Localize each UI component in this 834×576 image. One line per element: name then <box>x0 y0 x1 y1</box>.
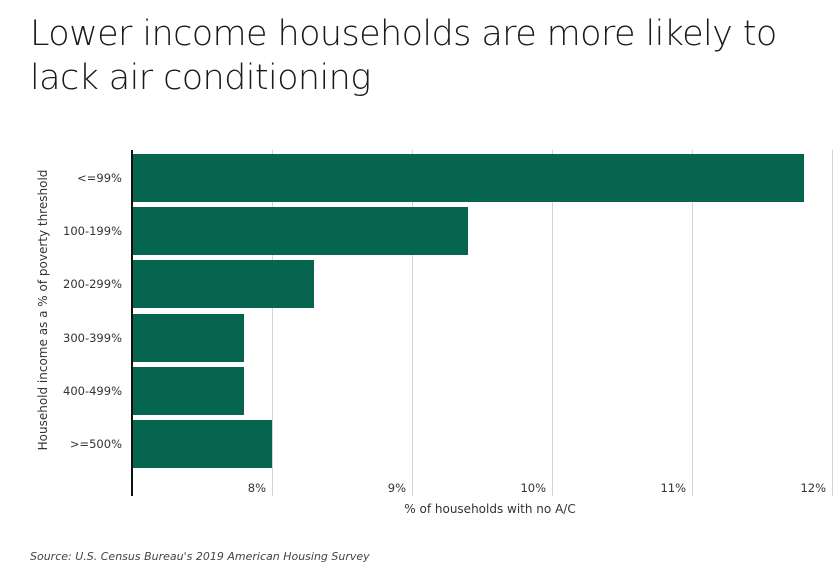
bar <box>133 367 244 415</box>
bar <box>133 260 314 308</box>
y-category-label: 100-199% <box>63 224 122 238</box>
y-category-label: 200-299% <box>63 277 122 291</box>
y-axis-label: Household income as a % of poverty thres… <box>36 169 50 451</box>
x-tick-label: 8% <box>247 481 266 495</box>
y-category-label: 300-399% <box>63 331 122 345</box>
gridline <box>832 150 833 496</box>
y-category-label: >=500% <box>69 437 122 451</box>
y-category-label: 400-499% <box>63 384 122 398</box>
gridline <box>412 150 413 496</box>
bar <box>133 420 272 468</box>
x-axis-label: % of households with no A/C <box>404 502 576 516</box>
bar <box>133 314 244 362</box>
x-tick-label: 10% <box>520 481 546 495</box>
x-tick-label: 9% <box>387 481 406 495</box>
gridline <box>692 150 693 496</box>
x-tick-label: 12% <box>800 481 826 495</box>
bar <box>133 154 804 202</box>
x-tick-label: 11% <box>660 481 686 495</box>
y-axis-line <box>131 150 133 496</box>
chart-title: Lower income households are more likely … <box>30 14 777 98</box>
gridline <box>552 150 553 496</box>
source-note: Source: U.S. Census Bureau's 2019 Americ… <box>30 550 370 563</box>
bar <box>133 207 468 255</box>
gridline <box>272 150 273 496</box>
y-category-label: <=99% <box>77 171 122 185</box>
